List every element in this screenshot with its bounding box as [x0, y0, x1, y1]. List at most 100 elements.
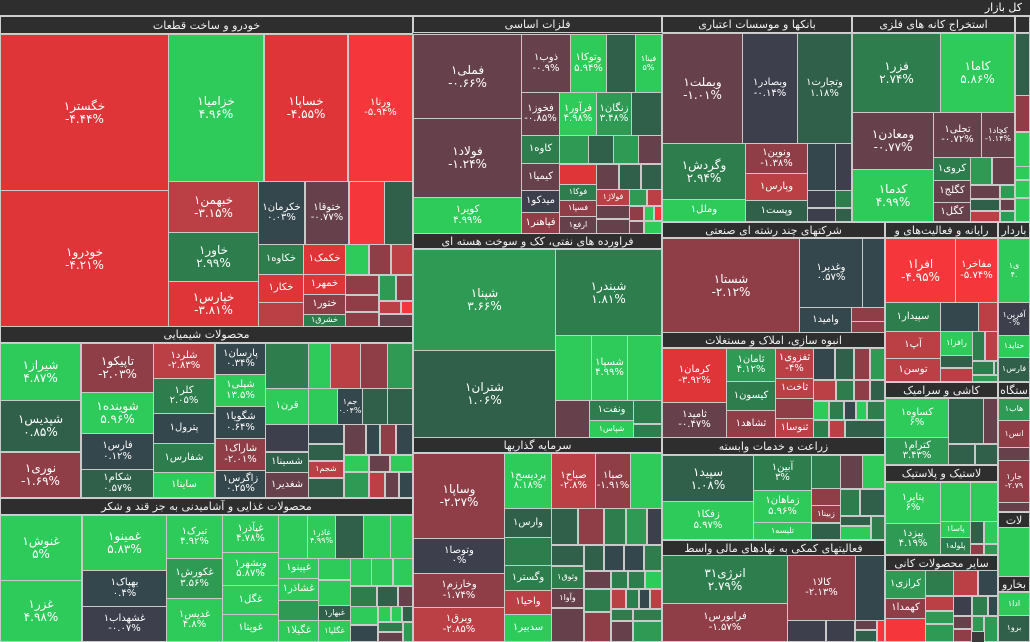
stock-tile[interactable]	[1015, 180, 1030, 198]
stock-tile[interactable]	[611, 571, 628, 589]
stock-tile[interactable]: وگستر۱	[504, 565, 552, 591]
stock-tile[interactable]	[970, 521, 984, 544]
stock-tile[interactable]: شپاس۱	[589, 420, 634, 438]
sector-header[interactable]: لات	[998, 512, 1030, 528]
stock-tile[interactable]: کروی۱	[933, 157, 971, 181]
stock-tile[interactable]	[807, 143, 836, 191]
stock-tile[interactable]: غمینو۱ ۵.۸۳%	[82, 515, 167, 571]
stock-tile[interactable]: غاذر۱ ۴.۹۹%	[307, 515, 336, 559]
sector-header[interactable]: رایانه و فعالیت‌های و	[885, 222, 998, 238]
stock-tile[interactable]	[840, 526, 871, 540]
stock-tile[interactable]	[970, 157, 992, 185]
stock-tile[interactable]: فپاهنر۱	[521, 212, 560, 234]
stock-tile[interactable]	[401, 301, 413, 314]
stock-tile[interactable]	[345, 312, 379, 327]
stock-tile[interactable]	[972, 596, 988, 616]
stock-tile[interactable]	[854, 348, 870, 380]
stock-tile[interactable]	[258, 302, 304, 327]
stock-tile[interactable]	[978, 570, 998, 596]
stock-tile[interactable]	[851, 321, 885, 333]
stock-tile[interactable]	[885, 618, 926, 642]
sector-header[interactable]: بانکها و موسسات اعتباری	[662, 16, 852, 33]
stock-tile[interactable]	[953, 616, 972, 629]
stock-tile[interactable]	[641, 164, 662, 190]
stock-tile[interactable]	[403, 622, 413, 642]
stock-tile[interactable]	[984, 521, 998, 544]
stock-tile[interactable]	[379, 301, 401, 314]
stock-tile[interactable]: وبشهر۱ ۵.۸۷%	[222, 552, 279, 586]
stock-tile[interactable]	[604, 545, 624, 571]
stock-tile[interactable]: وبرق۱ -۲.۸۵%	[413, 607, 505, 642]
stock-tile[interactable]	[335, 515, 364, 559]
stock-tile[interactable]: ثنوسا۱	[775, 418, 814, 438]
stock-tile[interactable]	[504, 537, 552, 566]
stock-tile[interactable]: خپارس۱ -۳.۸۱%	[168, 281, 259, 327]
stock-tile[interactable]	[627, 335, 662, 401]
stock-tile[interactable]	[940, 482, 971, 522]
stock-tile[interactable]: ومعادن۱ -۰.۷۷%	[852, 112, 934, 170]
stock-tile[interactable]: ختوقا۱ -۰.۷۷%	[305, 181, 349, 245]
stock-tile[interactable]: کگل۱	[933, 202, 971, 222]
stock-tile[interactable]	[638, 135, 662, 164]
stock-tile[interactable]	[854, 380, 870, 401]
stock-tile[interactable]: وساپا۱ -۲.۲۷%	[413, 453, 505, 539]
stock-tile[interactable]	[813, 401, 829, 420]
sector-header[interactable]: انبوه سازی، املاک و مستغلات	[662, 332, 885, 348]
stock-tile[interactable]: کهمدا۱	[885, 598, 926, 619]
stock-tile[interactable]	[606, 34, 636, 93]
stock-tile[interactable]: وبصادر۱ -۰.۱۴%	[742, 33, 798, 144]
sector-header[interactable]: سایر محصولات کانی	[885, 555, 998, 571]
stock-tile[interactable]: وپست۱	[745, 200, 808, 222]
stock-tile[interactable]: ی۱ ۴.	[998, 238, 1030, 303]
stock-tile[interactable]	[596, 219, 630, 234]
stock-tile[interactable]: ساینا۱	[153, 472, 215, 498]
stock-tile[interactable]: غپینو۱	[278, 558, 319, 579]
stock-tile[interactable]	[399, 472, 413, 498]
stock-tile[interactable]	[369, 244, 391, 275]
stock-tile[interactable]: شسینا۱	[265, 452, 309, 473]
stock-tile[interactable]	[611, 621, 633, 642]
stock-tile[interactable]: ورنا۱ -۵.۹۴%	[348, 34, 413, 182]
stock-tile[interactable]	[639, 589, 650, 609]
stock-tile[interactable]	[811, 455, 841, 489]
stock-tile[interactable]: غگل۱	[222, 585, 279, 615]
stock-tile[interactable]	[555, 400, 590, 438]
sector-header[interactable]: لاستیک و پلاستیک	[885, 465, 998, 482]
stock-tile[interactable]: میدکو۱	[521, 190, 560, 213]
stock-tile[interactable]: قرن۱	[265, 388, 309, 425]
stock-tile[interactable]	[813, 348, 835, 380]
stock-tile[interactable]	[345, 275, 379, 295]
stock-tile[interactable]	[998, 502, 1030, 512]
sector-header[interactable]: خودرو و ساخت قطعات	[0, 16, 413, 34]
stock-tile[interactable]: جم۱ ۰.۰۴%	[337, 388, 363, 425]
stock-tile[interactable]: کیمیا۱	[521, 163, 560, 191]
stock-tile[interactable]: کاوه۱	[521, 135, 560, 164]
stock-tile[interactable]: سپیدار۱	[885, 302, 941, 332]
stock-tile[interactable]	[1015, 198, 1030, 222]
stock-tile[interactable]: پردیسح۱ ۸.۱۸%	[504, 453, 552, 509]
stock-tile[interactable]	[970, 185, 1000, 199]
stock-tile[interactable]	[350, 586, 377, 607]
stock-tile[interactable]: صباح۱ -۲.۸%	[551, 453, 596, 509]
stock-tile[interactable]	[371, 558, 393, 586]
stock-tile[interactable]: فسپا۱	[559, 200, 597, 217]
stock-tile[interactable]: غدیس۱ ۴.۸%	[166, 598, 223, 642]
stock-tile[interactable]	[940, 302, 979, 332]
stock-tile[interactable]: شیراز۱ ۴.۸۷%	[0, 343, 81, 401]
stock-tile[interactable]	[940, 368, 973, 382]
stock-tile[interactable]	[948, 398, 984, 444]
stock-tile[interactable]: ختور۱	[303, 294, 346, 315]
stock-tile[interactable]: سدبیر۱	[504, 614, 552, 642]
stock-tile[interactable]	[345, 244, 369, 275]
stock-tile[interactable]	[851, 307, 885, 322]
stock-tile[interactable]	[369, 472, 385, 498]
stock-tile[interactable]: بهپاک۱ ۰.۴%	[82, 570, 167, 607]
treemap-root-title[interactable]: کل بازار	[0, 0, 1030, 16]
stock-tile[interactable]	[559, 135, 589, 164]
stock-tile[interactable]	[925, 611, 954, 624]
stock-tile[interactable]	[856, 401, 867, 420]
stock-tile[interactable]	[970, 199, 1000, 211]
stock-tile[interactable]	[344, 455, 369, 472]
sector-header[interactable]: فراورده های نفتی، کک و سوخت هسته ای	[413, 233, 662, 249]
stock-tile[interactable]: غکورش۱ ۳.۵۶%	[166, 558, 223, 599]
